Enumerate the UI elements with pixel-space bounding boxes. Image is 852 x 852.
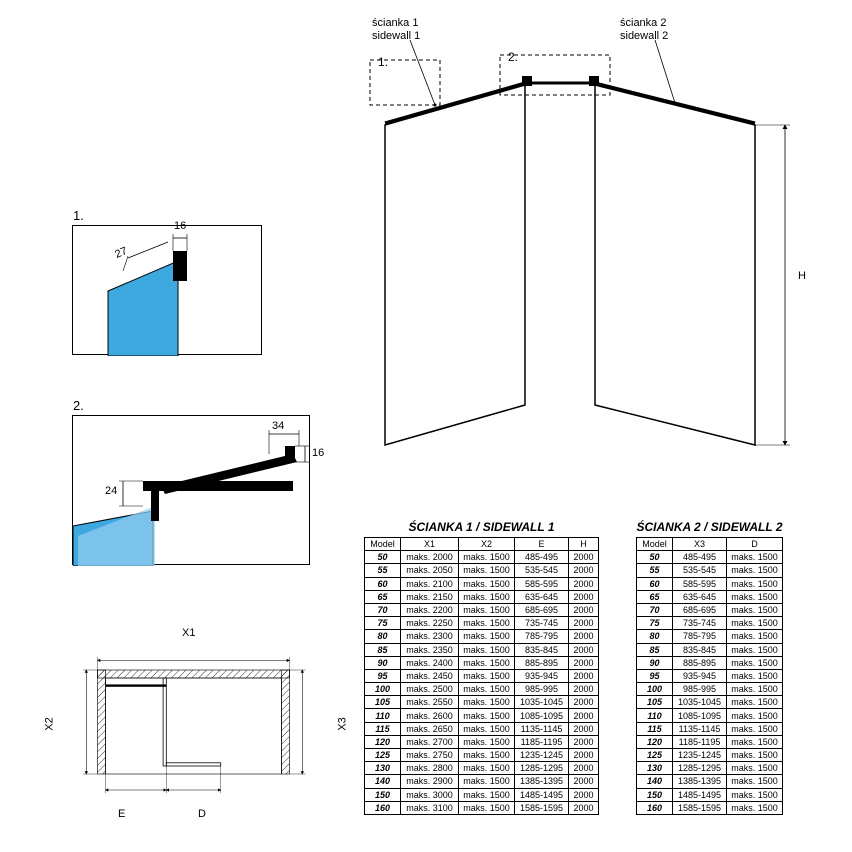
table1-header: X2 bbox=[459, 538, 515, 551]
table-row: 1501485-1495maks. 1500 bbox=[637, 788, 783, 801]
table-row: 1051035-1045maks. 1500 bbox=[637, 696, 783, 709]
table-row: 100maks. 2500maks. 1500985-9952000 bbox=[365, 683, 599, 696]
scianka1-l1: ścianka 1 bbox=[372, 17, 418, 29]
table-row: 1601585-1595maks. 1500 bbox=[637, 801, 783, 814]
table-row: 60585-595maks. 1500 bbox=[637, 577, 783, 590]
H-label: H bbox=[798, 270, 806, 282]
d24: 24 bbox=[105, 485, 117, 497]
table-row: 90maks. 2400maks. 1500885-8952000 bbox=[365, 656, 599, 669]
table-row: 75735-745maks. 1500 bbox=[637, 617, 783, 630]
table-row: 80maks. 2300maks. 1500785-7952000 bbox=[365, 630, 599, 643]
table-row: 90885-895maks. 1500 bbox=[637, 656, 783, 669]
table-row: 105maks. 2550maks. 15001035-10452000 bbox=[365, 696, 599, 709]
table-row: 85835-845maks. 1500 bbox=[637, 643, 783, 656]
table-row: 65635-645maks. 1500 bbox=[637, 590, 783, 603]
callout-2: 2. bbox=[508, 50, 518, 64]
d34: 34 bbox=[272, 420, 284, 432]
callout-1: 1. bbox=[378, 55, 388, 69]
table-row: 55535-545maks. 1500 bbox=[637, 564, 783, 577]
d16b: 16 bbox=[312, 447, 324, 459]
table-row: 50485-495maks. 1500 bbox=[637, 551, 783, 564]
table1-header: Model bbox=[365, 538, 401, 551]
table-row: 100985-995maks. 1500 bbox=[637, 683, 783, 696]
table-row: 70maks. 2200maks. 1500685-6952000 bbox=[365, 603, 599, 616]
table-row: 160maks. 3100maks. 15001585-15952000 bbox=[365, 801, 599, 814]
table-row: 1101085-1095maks. 1500 bbox=[637, 709, 783, 722]
scianka2-l1: ścianka 2 bbox=[620, 17, 666, 29]
table-row: 80785-795maks. 1500 bbox=[637, 630, 783, 643]
detail2-title: 2. bbox=[73, 398, 84, 413]
table-sidewall2: ŚCIANKA 2 / SIDEWALL 2 ModelX3D 50485-49… bbox=[636, 520, 783, 815]
table-row: 125maks. 2750maks. 15001235-12452000 bbox=[365, 749, 599, 762]
sidewall2-panel bbox=[595, 85, 755, 445]
table-row: 130maks. 2800maks. 15001285-12952000 bbox=[365, 762, 599, 775]
table-row: 150maks. 3000maks. 15001485-14952000 bbox=[365, 788, 599, 801]
detail-1: 1. bbox=[72, 225, 262, 355]
table-row: 55maks. 2050maks. 1500535-5452000 bbox=[365, 564, 599, 577]
table1: ModelX1X2EH 50maks. 2000maks. 1500485-49… bbox=[364, 537, 599, 815]
table-row: 75maks. 2250maks. 1500735-7452000 bbox=[365, 617, 599, 630]
isometric-drawing bbox=[355, 45, 825, 475]
d16: 16 bbox=[174, 220, 186, 232]
table-row: 95935-945maks. 1500 bbox=[637, 669, 783, 682]
table-row: 70685-695maks. 1500 bbox=[637, 603, 783, 616]
plan-view bbox=[70, 650, 325, 810]
table-row: 85maks. 2350maks. 1500835-8452000 bbox=[365, 643, 599, 656]
table2: ModelX3D 50485-495maks. 150055535-545mak… bbox=[636, 537, 783, 815]
scianka2-l2: sidewall 2 bbox=[620, 30, 668, 42]
X1: X1 bbox=[182, 627, 195, 639]
table1-header: E bbox=[515, 538, 569, 551]
table1-header: H bbox=[569, 538, 599, 551]
table-row: 60maks. 2100maks. 1500585-5952000 bbox=[365, 577, 599, 590]
sidewall1-panel bbox=[385, 85, 525, 445]
table-row: 1401385-1395maks. 1500 bbox=[637, 775, 783, 788]
table-row: 1201185-1195maks. 1500 bbox=[637, 735, 783, 748]
table-row: 1151135-1145maks. 1500 bbox=[637, 722, 783, 735]
table-row: 115maks. 2650maks. 15001135-11452000 bbox=[365, 722, 599, 735]
table-row: 1251235-1245maks. 1500 bbox=[637, 749, 783, 762]
table-sidewall1: ŚCIANKA 1 / SIDEWALL 1 ModelX1X2EH 50mak… bbox=[364, 520, 599, 815]
table-row: 110maks. 2600maks. 15001085-10952000 bbox=[365, 709, 599, 722]
detail1-title: 1. bbox=[73, 208, 84, 223]
X3: X3 bbox=[337, 717, 349, 730]
table-row: 120maks. 2700maks. 15001185-11952000 bbox=[365, 735, 599, 748]
table2-title: ŚCIANKA 2 / SIDEWALL 2 bbox=[636, 520, 783, 534]
table-row: 1301285-1295maks. 1500 bbox=[637, 762, 783, 775]
table1-title: ŚCIANKA 1 / SIDEWALL 1 bbox=[364, 520, 599, 534]
table-row: 140maks. 2900maks. 15001385-13952000 bbox=[365, 775, 599, 788]
table2-header: X3 bbox=[673, 538, 727, 551]
table-row: 50maks. 2000maks. 1500485-4952000 bbox=[365, 551, 599, 564]
table-row: 65maks. 2150maks. 1500635-6452000 bbox=[365, 590, 599, 603]
table2-header: D bbox=[727, 538, 783, 551]
scianka2-label: ścianka 2 sidewall 2 bbox=[620, 17, 668, 42]
scianka1-l2: sidewall 1 bbox=[372, 30, 420, 42]
X2: X2 bbox=[44, 717, 56, 730]
table2-header: Model bbox=[637, 538, 673, 551]
table-row: 95maks. 2450maks. 1500935-9452000 bbox=[365, 669, 599, 682]
E: E bbox=[118, 808, 125, 820]
table1-header: X1 bbox=[401, 538, 459, 551]
scianka1-label: ścianka 1 sidewall 1 bbox=[372, 17, 420, 42]
D: D bbox=[198, 808, 206, 820]
